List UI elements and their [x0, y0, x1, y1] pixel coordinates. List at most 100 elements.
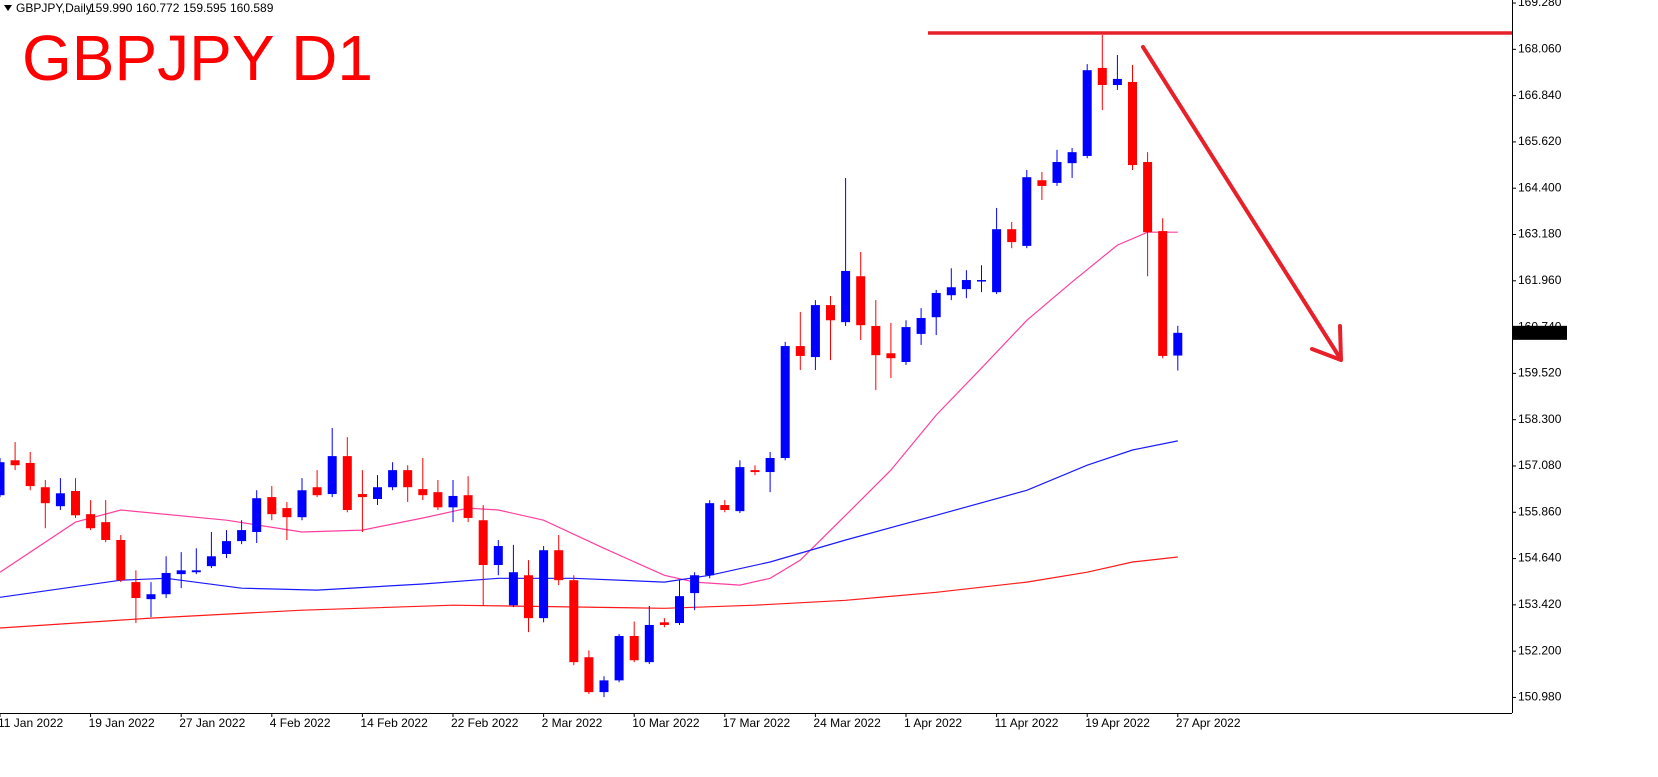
candle-body — [86, 514, 96, 529]
trend-arrow — [1141, 45, 1343, 362]
candle-body — [55, 493, 65, 507]
x-tick-label: 11 Jan 2022 — [0, 716, 63, 730]
candle-body — [705, 503, 715, 576]
y-tick-label: 168.060 — [1518, 42, 1562, 56]
y-tick-label: 150.980 — [1518, 690, 1562, 704]
last-price-label: 160.589 — [1517, 325, 1561, 339]
candle-body — [675, 596, 684, 624]
y-tick-label: 152.200 — [1518, 643, 1562, 657]
symbol-label: GBPJPY,Daily — [16, 1, 92, 15]
candle-body — [841, 270, 851, 323]
candle-body — [524, 575, 533, 619]
chart-title: GBPJPY D1 — [22, 22, 373, 94]
candle-body — [931, 292, 941, 318]
candle-body — [237, 530, 247, 542]
ohlc-high: 160.772 — [136, 1, 180, 15]
candle-body — [116, 539, 126, 581]
candle-body — [10, 460, 20, 466]
x-tick-label: 17 Mar 2022 — [723, 716, 791, 730]
candle-body — [146, 594, 156, 600]
candle-body — [101, 522, 111, 540]
y-tick-label: 169.280 — [1518, 0, 1562, 9]
x-tick-label: 24 Mar 2022 — [813, 716, 881, 730]
candle-body — [916, 317, 926, 334]
candle-body — [206, 556, 216, 567]
x-tick-label: 27 Jan 2022 — [179, 716, 245, 730]
arrow-head — [1310, 324, 1343, 362]
candle-body — [0, 462, 5, 496]
candle-body — [977, 280, 986, 282]
candle-body — [901, 327, 911, 363]
y-tick-label: 161.960 — [1518, 273, 1562, 287]
x-tick-label: 19 Apr 2022 — [1085, 716, 1150, 730]
y-tick-label: 165.620 — [1518, 134, 1562, 148]
candle-body — [780, 346, 790, 459]
x-tick-label: 10 Mar 2022 — [632, 716, 700, 730]
y-tick-label: 157.080 — [1518, 458, 1562, 472]
candle-body — [690, 575, 700, 594]
candle-body — [282, 508, 292, 518]
candle-body — [252, 498, 262, 532]
x-tick-label: 11 Apr 2022 — [995, 716, 1059, 730]
y-tick-label: 166.840 — [1518, 88, 1562, 102]
ohlc-open: 159.990 — [89, 1, 133, 15]
candle-body — [418, 489, 428, 496]
candle-body — [795, 346, 805, 356]
candle-body — [327, 456, 337, 495]
moving-average — [0, 556, 1178, 629]
candle-body — [1022, 177, 1032, 246]
candle-body — [992, 229, 1002, 293]
candle-body — [629, 635, 639, 661]
candle-body — [312, 487, 322, 496]
candle-body — [810, 305, 820, 358]
y-tick-label: 153.420 — [1518, 597, 1562, 611]
y-tick-label: 154.640 — [1518, 551, 1562, 565]
x-tick-label: 19 Jan 2022 — [89, 716, 155, 730]
candle-body — [886, 353, 896, 359]
candle-body — [388, 470, 398, 488]
x-tick-label: 14 Feb 2022 — [360, 716, 428, 730]
candle-body — [357, 494, 367, 498]
arrow-shaft — [1141, 45, 1342, 360]
candle-body — [297, 490, 307, 518]
moving-average — [0, 440, 1178, 598]
x-tick-label: 1 Apr 2022 — [904, 716, 962, 730]
candle-body — [1007, 229, 1017, 243]
candle-body — [750, 470, 760, 473]
candle-body — [871, 325, 881, 356]
candle-body — [539, 550, 549, 619]
candle-body — [569, 580, 579, 663]
candle-body — [25, 462, 35, 487]
candle-body — [161, 572, 171, 595]
candle-body — [765, 458, 775, 473]
candle-body — [191, 570, 201, 573]
candle-body — [720, 505, 730, 510]
candle-body — [1158, 231, 1168, 356]
candle-body — [1037, 180, 1047, 186]
candle-body — [1082, 70, 1092, 156]
candle-body — [342, 456, 352, 510]
candle-body — [1052, 162, 1062, 183]
y-tick-label: 159.520 — [1518, 366, 1562, 380]
candle-body — [1112, 78, 1122, 85]
candle-body — [1173, 332, 1183, 356]
candle-body — [856, 276, 866, 326]
y-tick-label: 155.860 — [1518, 504, 1562, 518]
candle-body — [1143, 162, 1153, 233]
ohlc-close: 160.589 — [230, 1, 274, 15]
x-tick-label: 4 Feb 2022 — [270, 716, 331, 730]
candle-body — [1097, 67, 1107, 85]
candle-body — [554, 550, 564, 581]
candle-body — [826, 305, 835, 321]
candle-body — [508, 572, 518, 606]
candle-body — [584, 657, 594, 693]
candle-body — [493, 546, 503, 566]
candle-body — [735, 467, 745, 512]
y-tick-label: 163.180 — [1518, 227, 1562, 241]
last-price-box — [1513, 325, 1567, 340]
candle-body — [946, 287, 956, 296]
candle-body — [1128, 81, 1137, 166]
candle-body — [659, 622, 669, 625]
